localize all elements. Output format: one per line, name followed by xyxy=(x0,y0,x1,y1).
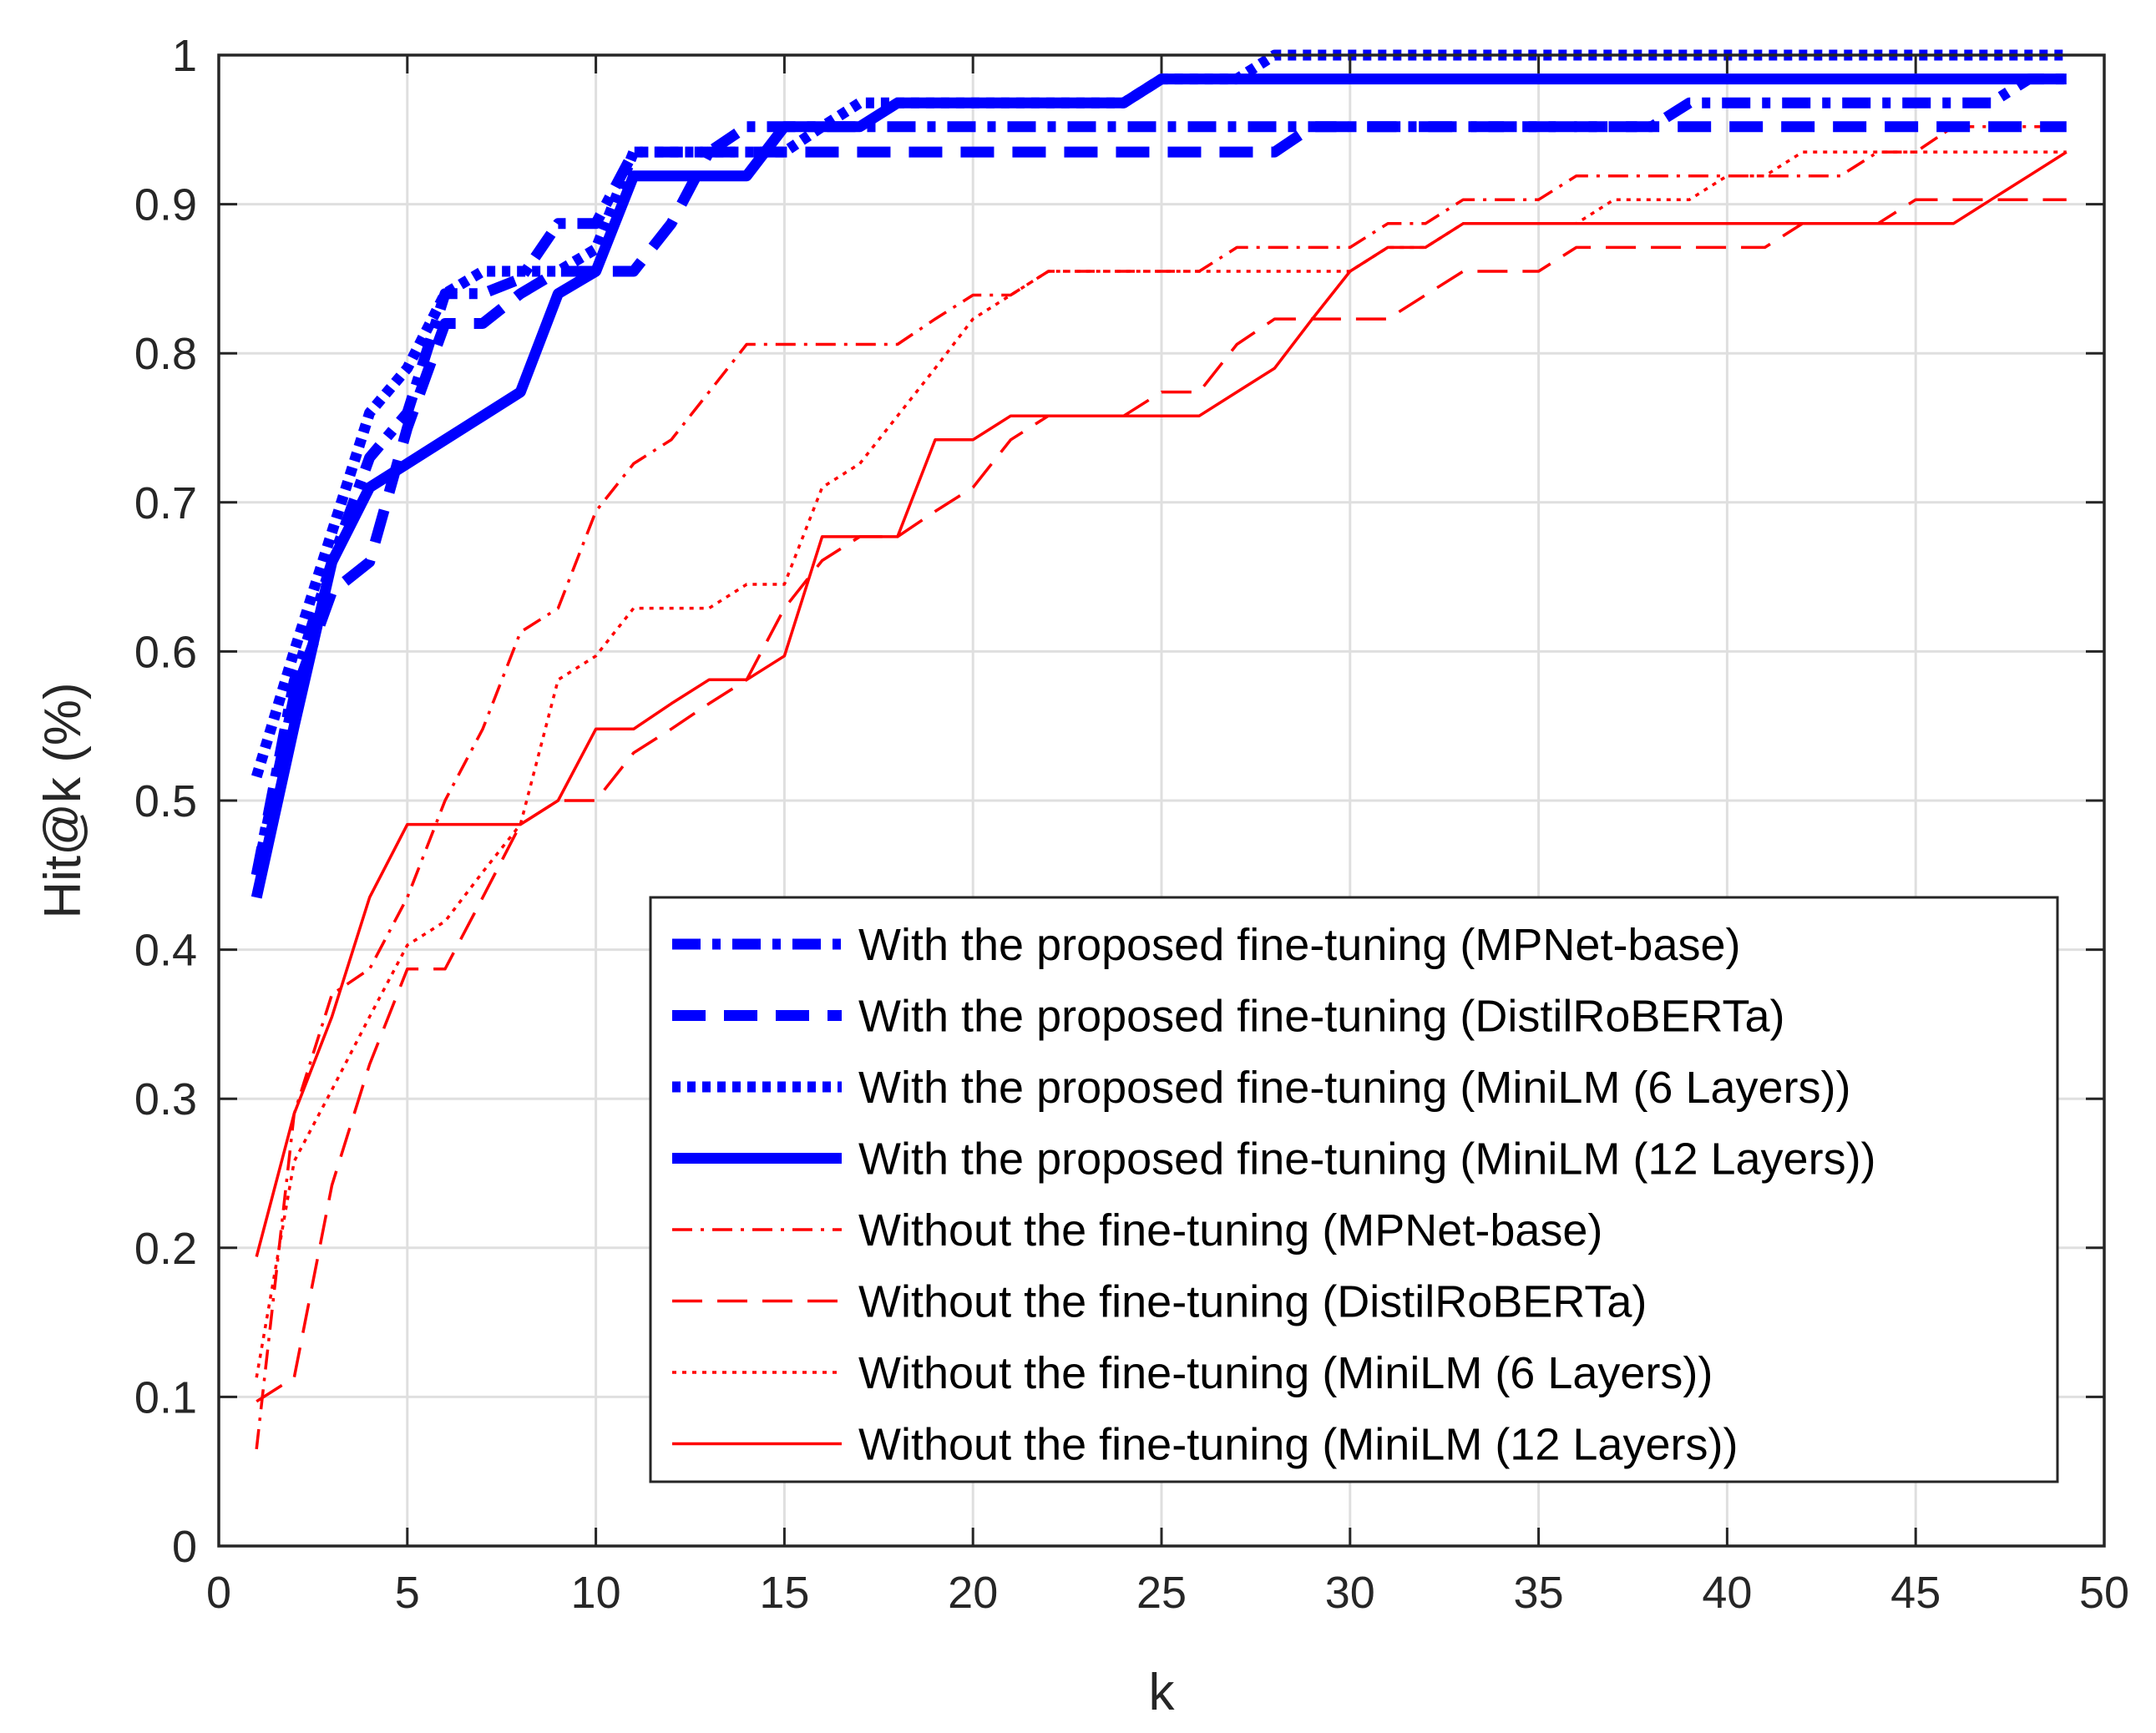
x-tick-label: 25 xyxy=(1136,1568,1187,1618)
series-line-5 xyxy=(255,124,2067,1450)
series-line-1 xyxy=(251,73,2067,877)
y-tick-label: 0.9 xyxy=(134,180,197,230)
y-tick-label: 0 xyxy=(172,1522,197,1572)
x-axis-label: k xyxy=(1149,1664,1176,1721)
y-tick-label: 0.7 xyxy=(134,478,197,528)
legend-label: Without the fine-tuning (MiniLM (12 Laye… xyxy=(858,1420,1738,1470)
x-tick-label: 30 xyxy=(1325,1568,1375,1618)
y-tick-label: 0.1 xyxy=(134,1372,197,1422)
y-tick-label: 0.8 xyxy=(134,329,197,379)
x-tick-label: 15 xyxy=(759,1568,809,1618)
y-tick-label: 0.4 xyxy=(134,926,197,976)
legend-label: Without the fine-tuning (MPNet-base) xyxy=(858,1205,1602,1256)
series-line-4 xyxy=(251,73,2067,899)
x-tick-label: 50 xyxy=(2079,1568,2129,1618)
x-tick-label: 35 xyxy=(1514,1568,1564,1618)
legend: With the proposed fine-tuning (MPNet-bas… xyxy=(649,896,2059,1483)
x-tick-label: 10 xyxy=(571,1568,621,1618)
x-tick-label: 0 xyxy=(206,1568,231,1618)
legend-label: With the proposed fine-tuning (DistilRoB… xyxy=(858,992,1785,1042)
y-tick-label: 0.5 xyxy=(134,776,197,826)
series-line-6 xyxy=(256,198,2067,1403)
y-tick-label: 0.3 xyxy=(134,1074,197,1124)
y-tick-label: 0.2 xyxy=(134,1224,197,1274)
series-line-8 xyxy=(255,150,2067,1257)
x-tick-label: 5 xyxy=(395,1568,420,1618)
y-tick-label: 0.6 xyxy=(134,627,197,677)
x-tick-label: 40 xyxy=(1702,1568,1752,1618)
x-tick-label: 20 xyxy=(948,1568,998,1618)
legend-label: With the proposed fine-tuning (MiniLM (1… xyxy=(858,1134,1876,1185)
legend-label: With the proposed fine-tuning (MiniLM (6… xyxy=(858,1063,1851,1113)
legend-label: With the proposed fine-tuning (MPNet-bas… xyxy=(858,920,1741,970)
y-axis-label: Hit@k (%) xyxy=(34,682,92,918)
x-tick-label: 45 xyxy=(1890,1568,1941,1618)
ticks: 0 5 10 15 20 25 30 35 40 45 50 0 0.1 0.2 0.3 0.4 0.5 0.6 0… xyxy=(134,31,2129,1618)
legend-box xyxy=(649,896,2059,1483)
legend-label: Without the fine-tuning (DistilRoBERTa) xyxy=(858,1277,1647,1327)
series-layer xyxy=(251,49,2067,1450)
y-tick-label: 1 xyxy=(172,31,197,81)
legend-label: Without the fine-tuning (MiniLM (6 Layer… xyxy=(858,1348,1713,1398)
